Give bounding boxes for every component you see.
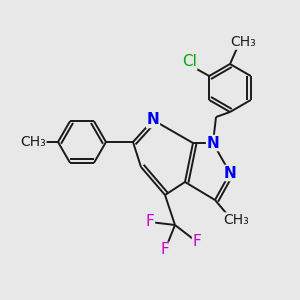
Text: Cl: Cl	[182, 55, 197, 70]
Text: N: N	[207, 136, 219, 151]
Text: CH₃: CH₃	[20, 135, 46, 149]
Text: F: F	[160, 242, 169, 257]
Text: CH₃: CH₃	[223, 213, 249, 227]
Text: F: F	[193, 235, 201, 250]
Text: N: N	[224, 166, 236, 181]
Text: N: N	[147, 112, 159, 128]
Text: CH₃: CH₃	[230, 35, 256, 49]
Text: F: F	[146, 214, 154, 230]
